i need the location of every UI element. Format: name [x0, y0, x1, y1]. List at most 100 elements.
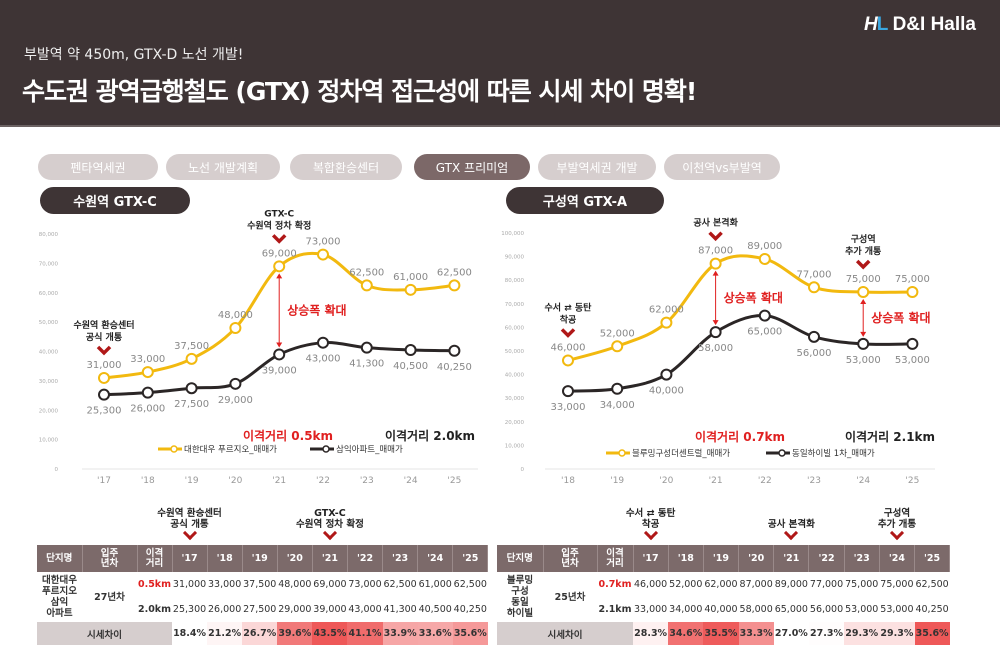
page-title: 수도권 광역급행철도 (GTX) 정차역 접근성에 따른 시세 차이 명확!: [22, 77, 697, 106]
event-chevron-icon: [271, 234, 287, 244]
y-tick-label: 70,000: [505, 302, 525, 308]
tab-route-plan[interactable]: 노선 개발계획: [166, 154, 280, 180]
tab-gtx-premium[interactable]: GTX 프리미엄: [414, 154, 530, 180]
header-banner: 부발역 약 450m, GTX-D 노선 개발! 수도권 광역급행철도 (GTX…: [0, 0, 1000, 127]
price-cell: 39,000: [313, 604, 347, 615]
table-row: 2.1km 33,000 34,000 40,000 58,000 65,000 56,00…: [497, 597, 950, 622]
price-cell: 75,000: [880, 579, 914, 590]
distance-label: 이격거리 2.0km: [385, 428, 475, 443]
table-header: '25: [452, 545, 489, 572]
data-label: 56,000: [797, 348, 832, 359]
legend-marker: [170, 445, 178, 453]
y-tick-label: 50,000: [505, 349, 525, 355]
price-table: 단지명 입주 년차 이격 거리 '17'18'19'20'21'22'23'24'25…: [497, 545, 951, 645]
price-cell: 26,000: [208, 604, 242, 615]
data-point: [317, 336, 329, 349]
table-header: 단지명: [497, 545, 544, 572]
complex-age: 27년차: [82, 572, 137, 622]
price-cell: 65,000: [774, 604, 808, 615]
price-cell: 53,000: [880, 604, 914, 615]
diff-cell: 35.6%: [452, 622, 488, 645]
data-point: [660, 368, 673, 381]
data-point: [273, 348, 286, 361]
price-cell: 40,500: [418, 604, 452, 615]
event-chevron-icon: [96, 345, 112, 356]
price-cell: 62,500: [915, 579, 949, 590]
price-cell: 29,000: [278, 604, 312, 615]
tab-bubal-dev[interactable]: 부발역세권 개발: [538, 154, 656, 180]
x-tick-label: '21: [272, 476, 286, 486]
table-header: '20: [738, 545, 775, 572]
tab-penta[interactable]: 펜타역세권: [38, 154, 158, 180]
data-label: 75,000: [895, 274, 930, 285]
distance-cell: 0.7km: [598, 579, 632, 590]
data-point: [660, 316, 673, 329]
data-point: [562, 385, 574, 398]
x-tick-label: '24: [856, 476, 870, 486]
table-event-annotation: 수원역 환승센터 공식 개통: [157, 508, 222, 530]
data-label: 87,000: [698, 246, 733, 257]
complex-name: 대한대우 푸르지오 삼익 아파트: [37, 572, 82, 622]
data-label: 25,300: [87, 406, 122, 417]
table-header: '17: [172, 545, 208, 572]
diff-cell: 41.1%: [347, 622, 383, 645]
x-tick-label: '18: [141, 476, 155, 486]
price-cell: 25,300: [172, 604, 207, 615]
price-cell: 62,500: [453, 579, 487, 590]
complex-name: 블루밍 구성 동일 하이빌: [497, 572, 543, 622]
table-header: '19: [703, 545, 740, 572]
data-label: 33,000: [551, 402, 586, 413]
price-cell: 46,000: [633, 579, 668, 590]
distance-label: 이격거리 0.5km: [243, 428, 333, 443]
diff-cell: 27.3%: [808, 622, 845, 645]
table-header: '22: [808, 545, 845, 572]
data-label: 58,000: [698, 343, 733, 354]
data-point: [758, 252, 771, 265]
data-label: 46,000: [551, 342, 586, 353]
y-tick-label: 80,000: [505, 278, 525, 284]
price-cell: 43,000: [348, 604, 382, 615]
data-label: 40,000: [649, 386, 684, 397]
tab-transfer-center[interactable]: 복합환승센터: [290, 154, 402, 180]
price-cell: 41,300: [383, 604, 417, 615]
price-cell: 69,000: [313, 579, 347, 590]
tab-icheon-vs-bubal[interactable]: 이천역vs부발역: [664, 154, 780, 180]
price-cell: 33,000: [208, 579, 242, 590]
y-tick-label: 20,000: [505, 420, 525, 426]
gap-label: 상승폭 확대: [724, 290, 783, 305]
data-point: [906, 286, 919, 298]
data-point: [185, 352, 198, 365]
price-cell: 58,000: [739, 604, 773, 615]
event-annotation: 수서 ⇄ 동탄 착공: [545, 301, 593, 325]
data-point: [141, 386, 154, 399]
table-event-annotation: GTX-C 수원역 정차 확정: [296, 508, 364, 530]
x-tick-label: '19: [185, 476, 199, 486]
data-label: 41,300: [349, 359, 384, 370]
price-cell: 87,000: [739, 579, 773, 590]
data-point: [98, 371, 110, 384]
x-tick-label: '22: [758, 476, 772, 486]
x-tick-label: '24: [404, 476, 418, 486]
data-label: 89,000: [747, 241, 782, 252]
table-event-annotation: 구성역 추가 개통: [877, 508, 917, 530]
table-header: '23: [382, 545, 419, 572]
data-label: 40,250: [437, 362, 472, 373]
table-header: '18: [668, 545, 704, 572]
table-event-annotation: 수서 ⇄ 동탄 착공: [625, 508, 676, 530]
data-label: 39,000: [262, 365, 297, 376]
event-annotation: 수원역 환승센터 공식 개통: [73, 319, 134, 343]
table-header: '21: [312, 545, 348, 572]
price-cell: 62,500: [383, 579, 417, 590]
series-line: [567, 314, 913, 393]
y-tick-label: 40,000: [505, 373, 525, 379]
event-annotation: GTX-C 수원역 정차 확정: [247, 209, 311, 231]
diff-row: 시세차이 28.3% 34.6% 35.5% 33.3% 27.0% 27.3% 29.3% 2…: [497, 622, 950, 645]
diff-cell: 35.6%: [914, 622, 950, 645]
y-tick-label: 40,000: [39, 350, 59, 356]
data-point: [709, 326, 722, 339]
header-subtitle: 부발역 약 450m, GTX-D 노선 개발!: [24, 47, 244, 63]
y-tick-label: 0: [55, 467, 59, 473]
data-point: [229, 322, 242, 334]
diff-cell: 33.3%: [738, 622, 774, 645]
data-label: 33,000: [130, 354, 165, 365]
